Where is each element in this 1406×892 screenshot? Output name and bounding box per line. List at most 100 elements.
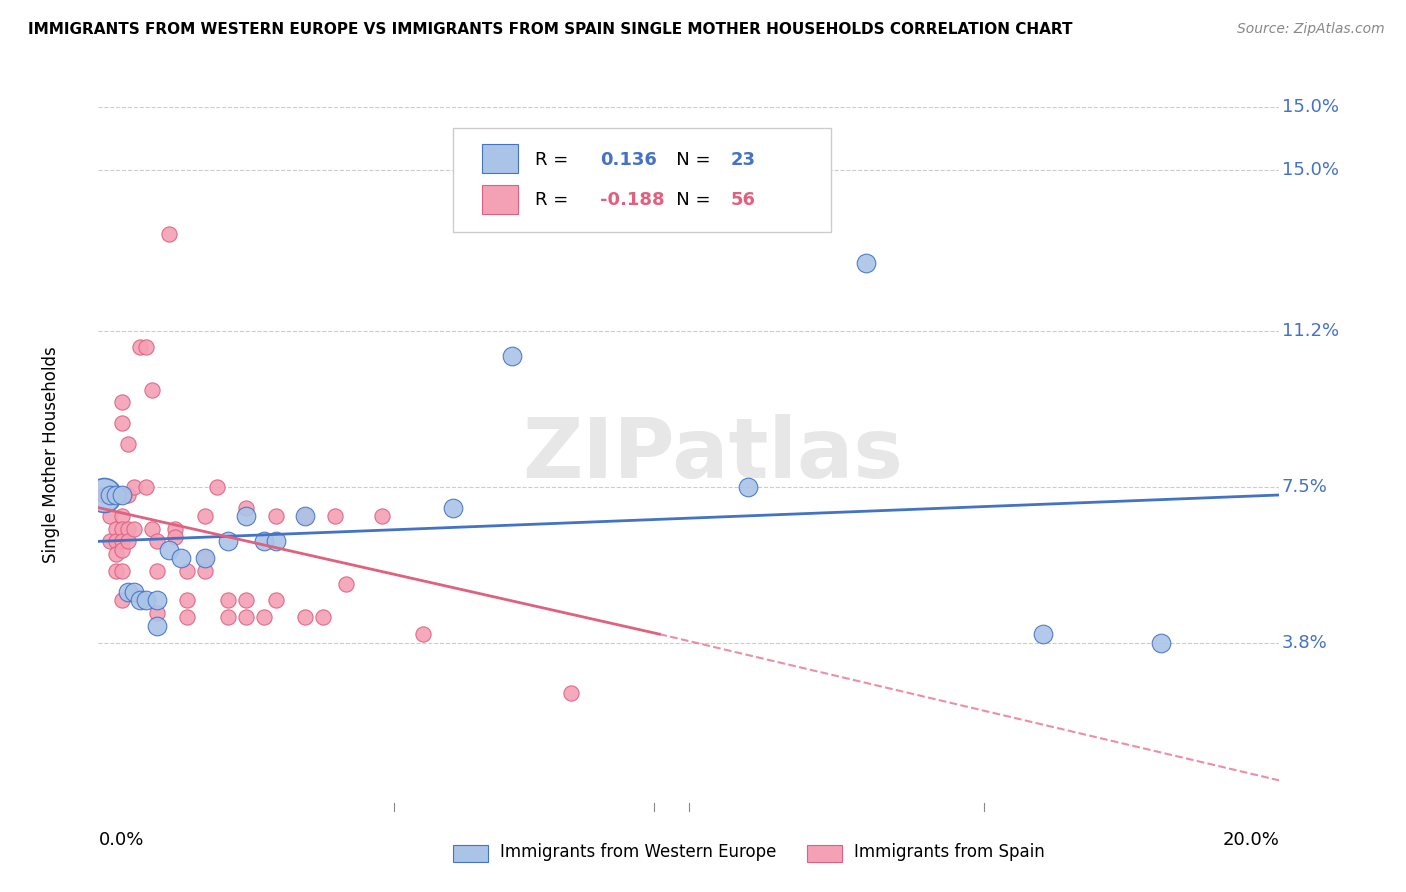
Point [122,522,145,536]
Point [294,610,316,624]
Point [98,534,121,549]
Point [105,488,128,502]
Text: 15.0%: 15.0% [1282,98,1339,116]
Point [117,585,139,599]
Point [1150,635,1173,649]
Point [194,509,217,524]
Bar [482,186,517,214]
Point [111,417,134,431]
Text: 56: 56 [730,191,755,209]
Point [111,488,134,502]
FancyBboxPatch shape [453,128,831,232]
Text: ZIPatlas: ZIPatlas [522,415,903,495]
Point [111,509,134,524]
Point [146,534,169,549]
Point [117,437,139,451]
Text: R =: R = [536,152,581,169]
Point [170,551,193,566]
Point [235,500,257,515]
Point [111,593,134,607]
Point [117,534,139,549]
Point [105,522,128,536]
Point [501,349,523,363]
Point [122,479,145,493]
Text: N =: N = [659,152,717,169]
Point [294,509,316,524]
Text: 15.0%: 15.0% [1282,161,1339,179]
Point [217,593,239,607]
Text: 0.136: 0.136 [600,152,657,169]
Point [235,610,257,624]
Point [111,542,134,557]
Text: 0.0%: 0.0% [98,830,143,848]
Point [135,593,157,607]
Point [194,551,217,566]
Text: 3.8%: 3.8% [1282,633,1327,651]
Point [855,256,877,270]
Point [412,627,434,641]
Point [176,610,198,624]
Point [235,593,257,607]
Point [105,564,128,578]
Point [194,564,217,578]
Point [105,534,128,549]
Point [217,610,239,624]
Point [371,509,394,524]
Text: IMMIGRANTS FROM WESTERN EUROPE VS IMMIGRANTS FROM SPAIN SINGLE MOTHER HOUSEHOLDS: IMMIGRANTS FROM WESTERN EUROPE VS IMMIGR… [28,22,1073,37]
Point [157,542,180,557]
Point [128,340,150,354]
Bar [482,144,517,173]
Point [335,576,357,591]
Point [98,488,121,502]
Point [122,585,145,599]
Point [111,395,134,409]
Point [194,551,217,566]
Point [111,534,134,549]
Point [560,686,582,700]
Point [117,522,139,536]
Text: R =: R = [536,191,575,209]
Point [217,534,239,549]
Text: Immigrants from Western Europe: Immigrants from Western Europe [501,843,776,861]
Point [737,479,759,493]
Point [111,564,134,578]
Point [312,610,335,624]
Bar [807,845,842,862]
Text: 11.2%: 11.2% [1282,321,1339,340]
Point [264,593,287,607]
Point [165,522,187,536]
Point [146,564,169,578]
Point [176,593,198,607]
Point [264,534,287,549]
Text: 7.5%: 7.5% [1282,477,1327,496]
Text: -0.188: -0.188 [600,191,665,209]
Bar [453,845,488,862]
Point [135,340,157,354]
Point [98,509,121,524]
Point [165,530,187,544]
Text: 20.0%: 20.0% [1223,830,1279,848]
Point [128,593,150,607]
Point [176,564,198,578]
Point [1032,627,1054,641]
Point [253,610,276,624]
Point [93,488,115,502]
Point [111,488,134,502]
Point [235,509,257,524]
Point [146,593,169,607]
Point [111,522,134,536]
Point [205,479,228,493]
Point [441,500,464,515]
Text: N =: N = [659,191,717,209]
Point [157,227,180,241]
Point [323,509,346,524]
Point [135,479,157,493]
Point [294,509,316,524]
Point [264,509,287,524]
Point [141,383,163,397]
Point [105,547,128,561]
Text: Single Mother Households: Single Mother Households [42,347,60,563]
Point [117,488,139,502]
Point [93,488,115,502]
Point [253,534,276,549]
